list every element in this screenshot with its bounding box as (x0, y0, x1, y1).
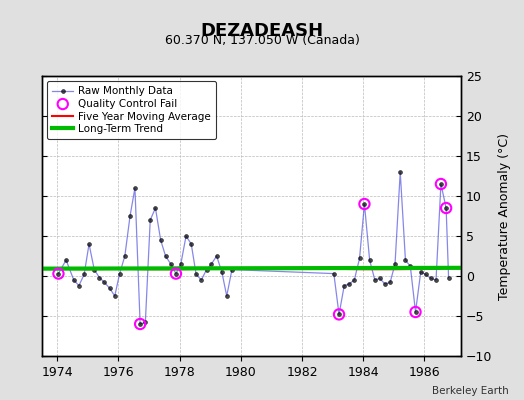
Text: 60.370 N, 137.050 W (Canada): 60.370 N, 137.050 W (Canada) (165, 34, 359, 47)
Quality Control Fail (172, 270, 180, 277)
Raw Monthly Data (132, 186, 138, 190)
Quality Control Fail (54, 270, 63, 277)
Five Year Moving Average (436, 266, 443, 271)
Five Year Moving Average (360, 267, 366, 272)
Five Year Moving Average (207, 266, 213, 271)
Raw Monthly Data (56, 271, 62, 276)
Quality Control Fail (136, 321, 144, 327)
Quality Control Fail (411, 309, 420, 315)
Raw Monthly Data (137, 322, 143, 326)
Quality Control Fail (360, 201, 368, 207)
Five Year Moving Average (146, 267, 152, 272)
Raw Monthly Data (438, 182, 444, 186)
Quality Control Fail (335, 311, 343, 318)
Text: DEZADEASH: DEZADEASH (201, 22, 323, 40)
Five Year Moving Average (391, 267, 397, 272)
Quality Control Fail (436, 181, 445, 187)
Raw Monthly Data (412, 310, 419, 314)
Raw Monthly Data (445, 275, 452, 280)
Five Year Moving Average (177, 267, 183, 272)
Quality Control Fail (442, 205, 450, 211)
Legend: Raw Monthly Data, Quality Control Fail, Five Year Moving Average, Long-Term Tren: Raw Monthly Data, Quality Control Fail, … (47, 81, 216, 140)
Text: Berkeley Earth: Berkeley Earth (432, 386, 508, 396)
Five Year Moving Average (115, 266, 122, 271)
Line: Raw Monthly Data: Raw Monthly Data (57, 170, 451, 326)
Five Year Moving Average (85, 267, 91, 272)
Raw Monthly Data (356, 256, 363, 261)
Raw Monthly Data (127, 214, 133, 218)
Raw Monthly Data (397, 170, 403, 174)
Five Year Moving Average (54, 266, 60, 271)
Raw Monthly Data (377, 276, 383, 281)
Five Year Moving Average (330, 266, 336, 271)
Y-axis label: Temperature Anomaly (°C): Temperature Anomaly (°C) (498, 132, 511, 300)
